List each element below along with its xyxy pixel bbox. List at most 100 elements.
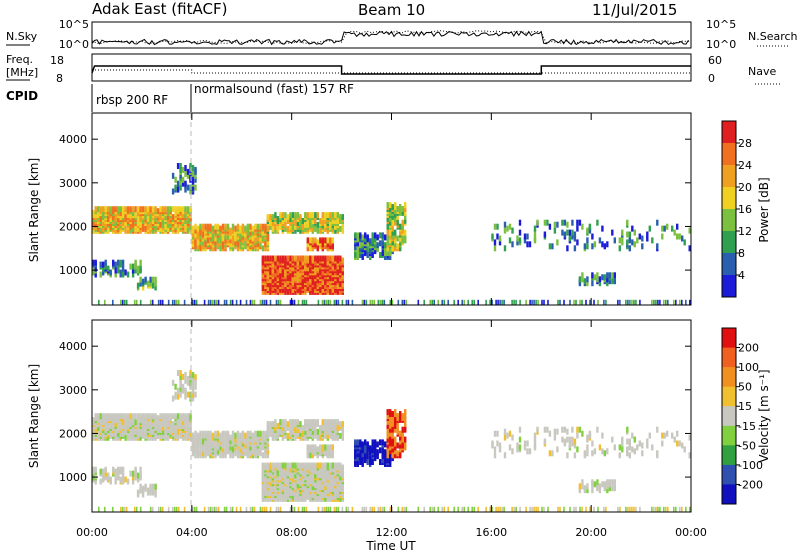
velocity-cell [496, 430, 499, 437]
power-cell [518, 229, 522, 236]
velocity-cell [657, 506, 659, 512]
velocity-cell [341, 506, 344, 512]
power-cell [663, 299, 665, 305]
power-cell [219, 225, 222, 232]
power-cell [121, 206, 125, 213]
velocity-cell [114, 468, 117, 475]
velocity-cell [316, 462, 319, 469]
power-cell [104, 299, 106, 305]
velocity-cell [379, 506, 382, 512]
velocity-cell [374, 449, 377, 456]
power-cell [628, 245, 631, 252]
colorbar-tick-label: 15 [738, 400, 752, 413]
power-x-ticks [91, 113, 692, 305]
velocity-cell [181, 419, 185, 426]
velocity-cell [314, 462, 317, 469]
power-cell [679, 299, 681, 305]
velocity-cell [184, 432, 187, 439]
velocity-cell [311, 432, 314, 439]
velocity-cell [219, 444, 222, 451]
velocity-cell [508, 444, 512, 451]
power-cell [611, 229, 614, 236]
velocity-cell [234, 432, 237, 439]
velocity-cell [376, 441, 379, 448]
power-cell [526, 233, 529, 240]
velocity-cell [144, 483, 147, 490]
power-cell [186, 184, 190, 191]
velocity-cell [274, 434, 277, 441]
power-cell [596, 276, 599, 283]
velocity-cell [169, 428, 172, 435]
velocity-cell [309, 444, 312, 451]
velocity-cell [626, 426, 629, 433]
velocity-cell [213, 506, 216, 512]
power-cell [503, 299, 505, 305]
velocity-cell [184, 413, 187, 420]
velocity-cell [525, 506, 527, 512]
power-cell [689, 299, 691, 305]
velocity-cell [201, 450, 205, 457]
power-cell [146, 280, 150, 287]
velocity-cell [194, 434, 197, 441]
velocity-cell [131, 427, 135, 433]
velocity-cell [581, 479, 584, 486]
time-tick-label: 08:00 [276, 526, 308, 539]
velocity-cell [99, 413, 102, 420]
colorbar-swatch [722, 445, 736, 466]
power-cell [361, 240, 364, 247]
power-cell [221, 231, 225, 238]
velocity-cell [369, 455, 372, 462]
power-cell [203, 299, 206, 305]
power-cell [104, 263, 107, 270]
power-cell [133, 299, 136, 305]
power-cell [289, 220, 292, 226]
velocity-cell [102, 468, 105, 475]
velocity-cell [109, 476, 112, 483]
velocity-cell [289, 506, 292, 512]
velocity-cell [194, 438, 197, 445]
power-cell [656, 243, 659, 250]
power-cell [611, 272, 614, 279]
velocity-cell [489, 506, 491, 512]
power-cell [136, 210, 140, 217]
velocity-cell [239, 446, 242, 453]
power-cell [216, 223, 220, 230]
power-cell [124, 269, 127, 276]
power-cell [339, 255, 342, 262]
power-cell [249, 237, 252, 244]
power-cell [179, 163, 182, 169]
power-cell [191, 178, 195, 185]
power-cell [139, 259, 142, 266]
velocity-cell [573, 438, 577, 445]
power-cell [518, 219, 522, 226]
velocity-cell [131, 474, 135, 481]
power-cell [136, 206, 140, 213]
power-cell [366, 252, 369, 258]
velocity-cell [663, 432, 666, 439]
velocity-cell [591, 479, 594, 486]
velocity-cell [171, 506, 174, 512]
velocity-cell [321, 506, 324, 512]
velocity-cell [329, 462, 332, 469]
velocity-cell [99, 478, 102, 485]
velocity-cell [286, 482, 290, 489]
velocity-cell [201, 446, 205, 453]
power-cell [591, 233, 594, 240]
colorbar-tick-label: 8 [738, 247, 745, 260]
velocity-cell [201, 430, 205, 437]
power-cell [656, 219, 659, 226]
power-cell [229, 227, 232, 234]
velocity-cell [681, 442, 684, 449]
power-cell [386, 221, 389, 228]
velocity-cell [391, 452, 394, 459]
power-cell [641, 235, 644, 242]
velocity-cell [176, 428, 180, 435]
power-cell [211, 299, 214, 305]
velocity-cell [498, 442, 502, 449]
velocity-cell [656, 450, 659, 457]
velocity-cell [314, 423, 317, 429]
velocity-cell [404, 416, 407, 423]
velocity-cell [379, 459, 382, 465]
velocity-cell [186, 425, 190, 431]
power-cell [169, 221, 172, 228]
